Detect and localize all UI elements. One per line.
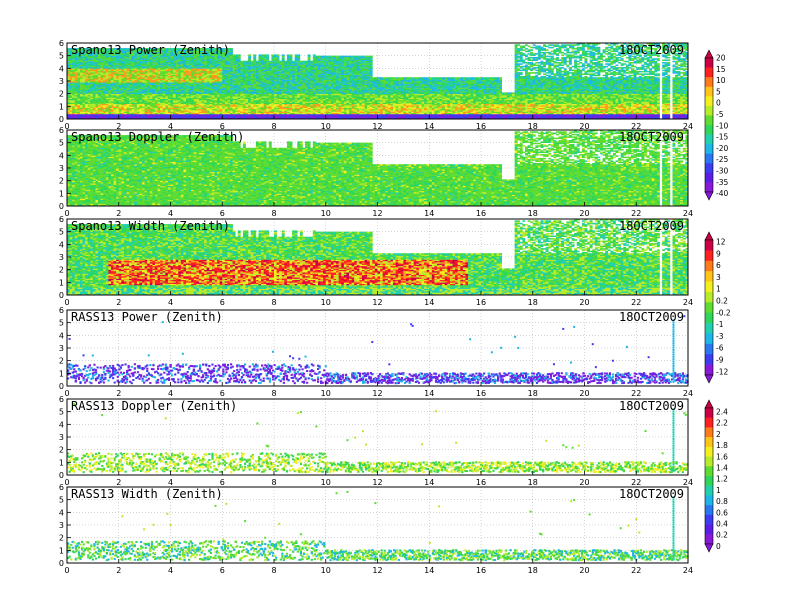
heatmap-cell (297, 54, 300, 56)
heatmap-cell (246, 61, 249, 63)
heatmap-cell (279, 61, 282, 63)
heatmap-cell (302, 61, 305, 63)
heatmap-cell (258, 54, 261, 56)
heatmap-cell (287, 54, 290, 56)
heatmap-cell (290, 54, 293, 56)
heatmap-cell (282, 54, 285, 56)
heatmap-cell (295, 54, 298, 56)
heatmap-cell (240, 61, 243, 63)
heatmap-cell (256, 61, 259, 63)
heatmap-cell (264, 54, 267, 56)
heatmap-cell (238, 54, 241, 56)
heatmap-cell (230, 48, 233, 50)
heatmap-cell (300, 61, 303, 63)
heatmap-cell (248, 54, 251, 56)
heatmap-cell (269, 61, 272, 63)
heatmap-cell (235, 54, 238, 56)
heatmap-cell (253, 54, 256, 56)
heatmap-cell (233, 54, 236, 56)
heatmap-cell (284, 61, 287, 63)
heatmap-cell (277, 54, 280, 56)
heatmap-cell (266, 54, 269, 56)
heatmap-cell (271, 54, 274, 56)
heatmap-cell (261, 54, 264, 56)
heatmap-cell (274, 54, 277, 56)
heatmap-cell (292, 61, 295, 63)
heatmap-cell (251, 61, 254, 63)
heatmap-cell (243, 61, 246, 63)
